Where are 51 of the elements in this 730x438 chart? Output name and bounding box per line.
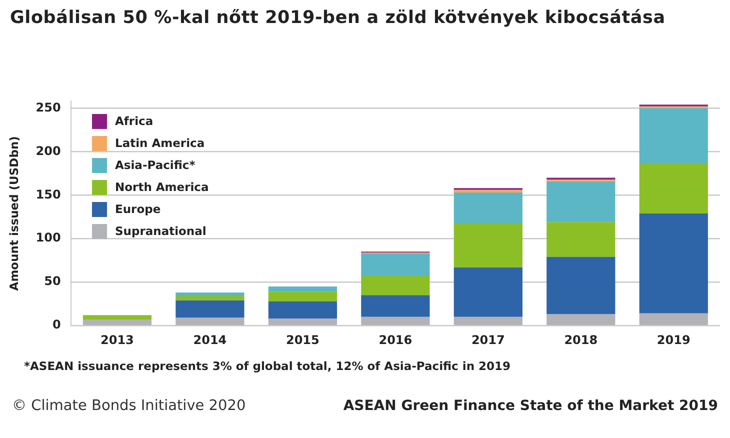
bar: [176, 318, 244, 325]
bar: [546, 181, 616, 222]
bar: [639, 313, 708, 325]
x-tick-label: 2017: [471, 332, 505, 347]
bar: [268, 286, 337, 292]
chart-title: Globálisan 50 %-kal nőtt 2019-ben a zöld kötvények kibocsátása: [10, 8, 666, 28]
text: *ASEAN issuance represents 3% of global total, 12% of Asia-Pacific in 2019: [24, 359, 511, 373]
legend-label: Latin America: [115, 136, 205, 150]
bar: [639, 108, 708, 163]
bar: [454, 316, 522, 325]
y-axis-title: Amount issued (USDbn): [6, 136, 21, 291]
y-tick-label: 150: [36, 187, 61, 202]
x-tick-label: 2018: [564, 332, 598, 347]
bar: [361, 316, 430, 325]
legend-label: Supranational: [115, 224, 206, 238]
bar: [454, 267, 522, 317]
y-tick-label: 50: [44, 274, 61, 288]
bar: [176, 300, 244, 318]
bar: [546, 222, 616, 257]
bar: [361, 253, 430, 276]
bar: [454, 190, 522, 193]
bar: [361, 276, 430, 296]
x-tick-label: 2014: [193, 332, 227, 347]
text: © Climate Bonds Initiative 2020: [12, 398, 246, 414]
x-tick-label: 2015: [286, 332, 320, 347]
bar: [639, 213, 708, 314]
bar: [268, 301, 337, 319]
bar: [82, 315, 152, 320]
bar: [454, 222, 522, 268]
x-tick-label: 2019: [656, 332, 690, 347]
y-tick-label: 200: [36, 144, 61, 158]
legend-label: North America: [115, 180, 209, 194]
legend-label: Europe: [115, 202, 161, 216]
bar: [176, 296, 244, 300]
y-tick-label: 100: [36, 230, 61, 245]
y-tick-label: 250: [36, 100, 61, 114]
legend-label: Asia-Pacific*: [115, 158, 196, 172]
bar: [82, 320, 152, 325]
bar: [546, 314, 616, 325]
x-tick-label: 2013: [100, 332, 134, 347]
bar: [176, 292, 244, 296]
legend-label: Africa: [115, 114, 154, 128]
text: ASEAN Green Finance State of the Market 2019: [343, 398, 718, 414]
y-tick-label: 0: [52, 318, 61, 332]
bar: [268, 292, 337, 302]
bar: [268, 318, 337, 325]
bar: [546, 256, 616, 314]
bar: [361, 295, 430, 317]
x-tick-label: 2016: [378, 332, 412, 347]
bar: [639, 162, 708, 214]
bar: [454, 192, 522, 223]
